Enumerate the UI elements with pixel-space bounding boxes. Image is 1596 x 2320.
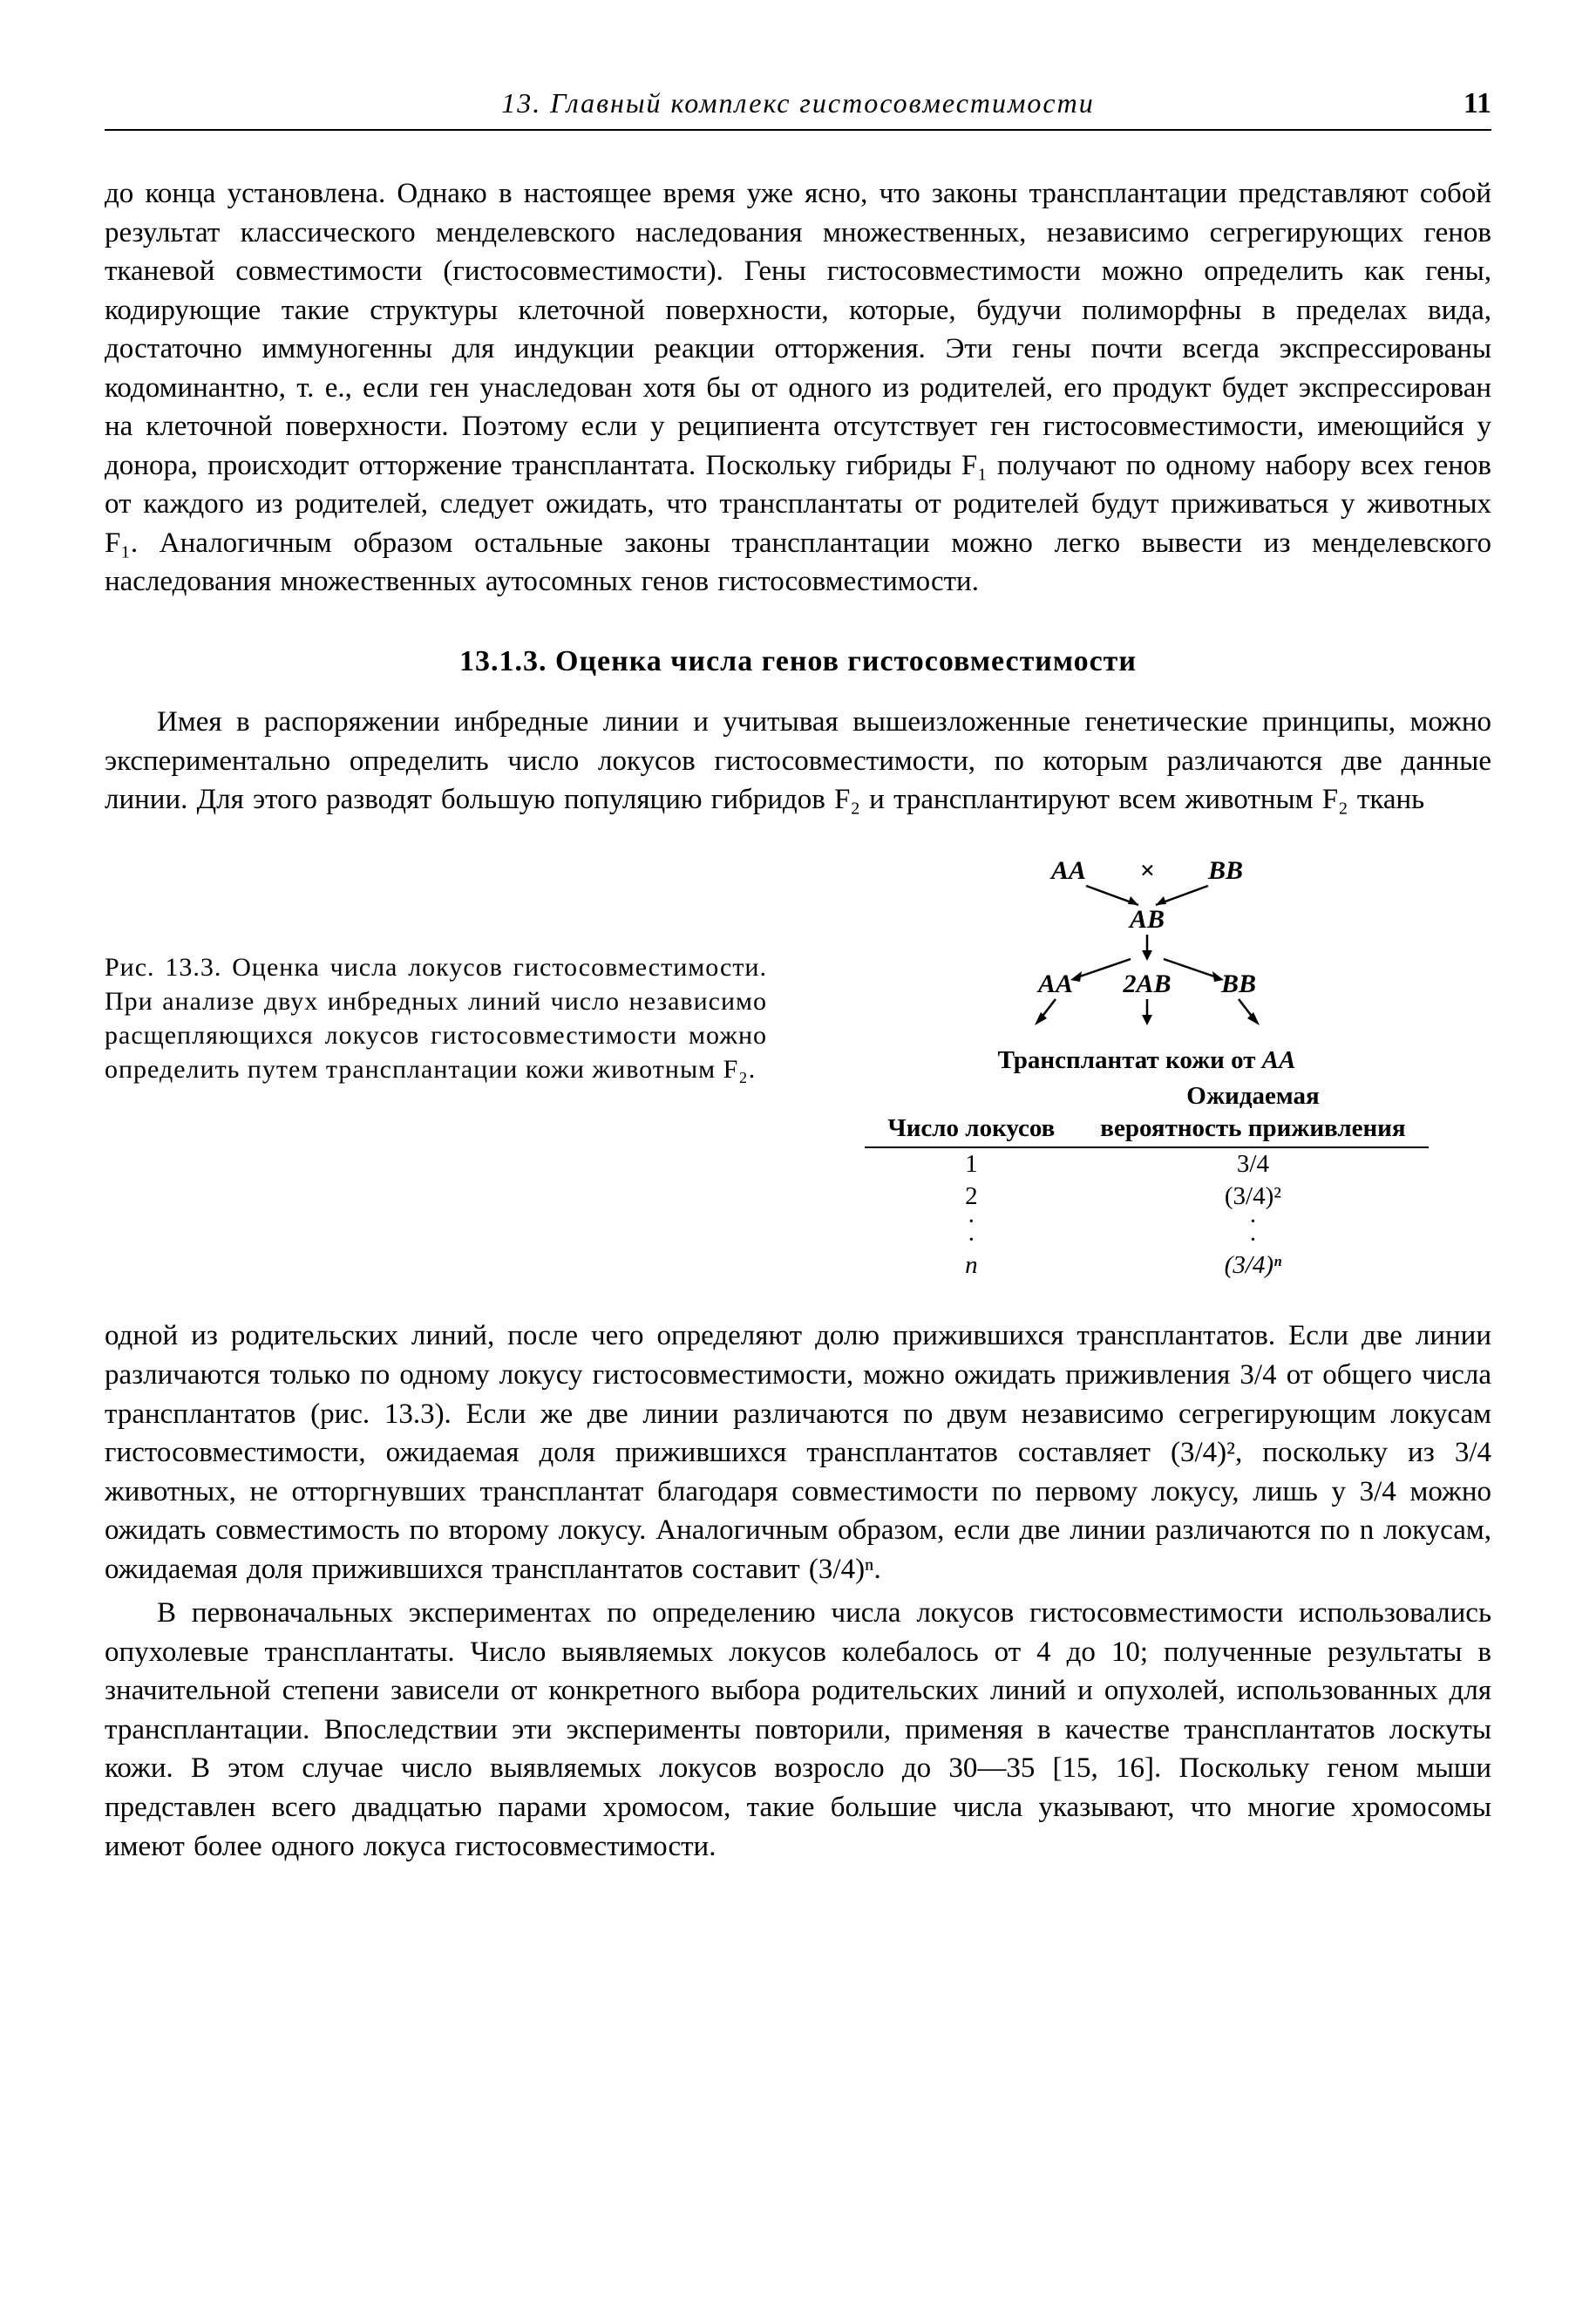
- page: 13. Главный комплекс гистосовместимости …: [0, 0, 1596, 2320]
- diagram-svg: text { font-family: "Times New Roman", s…: [960, 854, 1335, 1029]
- table-row: · ·: [865, 1213, 1428, 1231]
- col-prob-header-b: вероятность приживления: [1077, 1111, 1428, 1147]
- figure-diagram: text { font-family: "Times New Roman", s…: [802, 854, 1491, 1282]
- figure-caption: Рис. 13.3. Оценка числа локусов гистосов…: [105, 854, 767, 1086]
- cell-prob: ·: [1077, 1231, 1428, 1249]
- paragraph-2: Имея в распоряжении инбредные линии и уч…: [105, 703, 1491, 820]
- figure-13-3: Рис. 13.3. Оценка числа локусов гистосов…: [105, 854, 1491, 1282]
- cross-symbol: ×: [1139, 856, 1154, 885]
- table-row: n (3/4)ⁿ: [865, 1249, 1428, 1282]
- f2-2ab: 2AB: [1122, 970, 1171, 998]
- table-row: 1 3/4: [865, 1147, 1428, 1180]
- running-head: 13. Главный комплекс гистосовместимости …: [105, 87, 1491, 131]
- col-loci-header: Число локусов: [865, 1078, 1077, 1147]
- paragraph-4: В первоначальных экспериментах по опреде…: [105, 1594, 1491, 1866]
- skin-note-prefix: Трансплантат кожи от: [998, 1046, 1256, 1074]
- loci-table: Число локусов Ожидаемая вероятность приж…: [865, 1078, 1428, 1282]
- cell-prob: (3/4)ⁿ: [1077, 1249, 1428, 1282]
- table-row: 2 (3/4)²: [865, 1180, 1428, 1213]
- page-number: 11: [1335, 87, 1491, 120]
- cross-aa: AA: [1049, 856, 1085, 885]
- table-header-row: Число локусов Ожидаемая: [865, 1078, 1428, 1111]
- f1-ab: AB: [1127, 905, 1164, 934]
- running-title: 13. Главный комплекс гистосовместимости: [261, 87, 1335, 119]
- skin-note-genotype: АА: [1262, 1046, 1296, 1074]
- running-title-text: Главный комплекс гистосовместимости: [550, 87, 1094, 119]
- skin-graft-note: Трансплантат кожи от АА: [802, 1046, 1491, 1075]
- cell-loci: 1: [865, 1147, 1077, 1180]
- cross-diagram: text { font-family: "Times New Roman", s…: [802, 854, 1491, 1029]
- cell-loci: n: [865, 1249, 1077, 1282]
- cell-loci: ·: [865, 1231, 1077, 1249]
- paragraph-3: одной из родительских линий, после чего …: [105, 1316, 1491, 1589]
- f2-aa: AA: [1036, 970, 1072, 998]
- chapter-number: 13.: [501, 87, 541, 119]
- cross-bb: BB: [1206, 856, 1242, 885]
- section-heading: 13.1.3. Оценка числа генов гистосовмести…: [105, 645, 1491, 678]
- cell-prob: 3/4: [1077, 1147, 1428, 1180]
- paragraph-1: до конца установлена. Однако в настоящее…: [105, 174, 1491, 602]
- f2-bb: BB: [1219, 970, 1255, 998]
- table-row: · ·: [865, 1231, 1428, 1249]
- col-prob-header-a: Ожидаемая: [1077, 1078, 1428, 1111]
